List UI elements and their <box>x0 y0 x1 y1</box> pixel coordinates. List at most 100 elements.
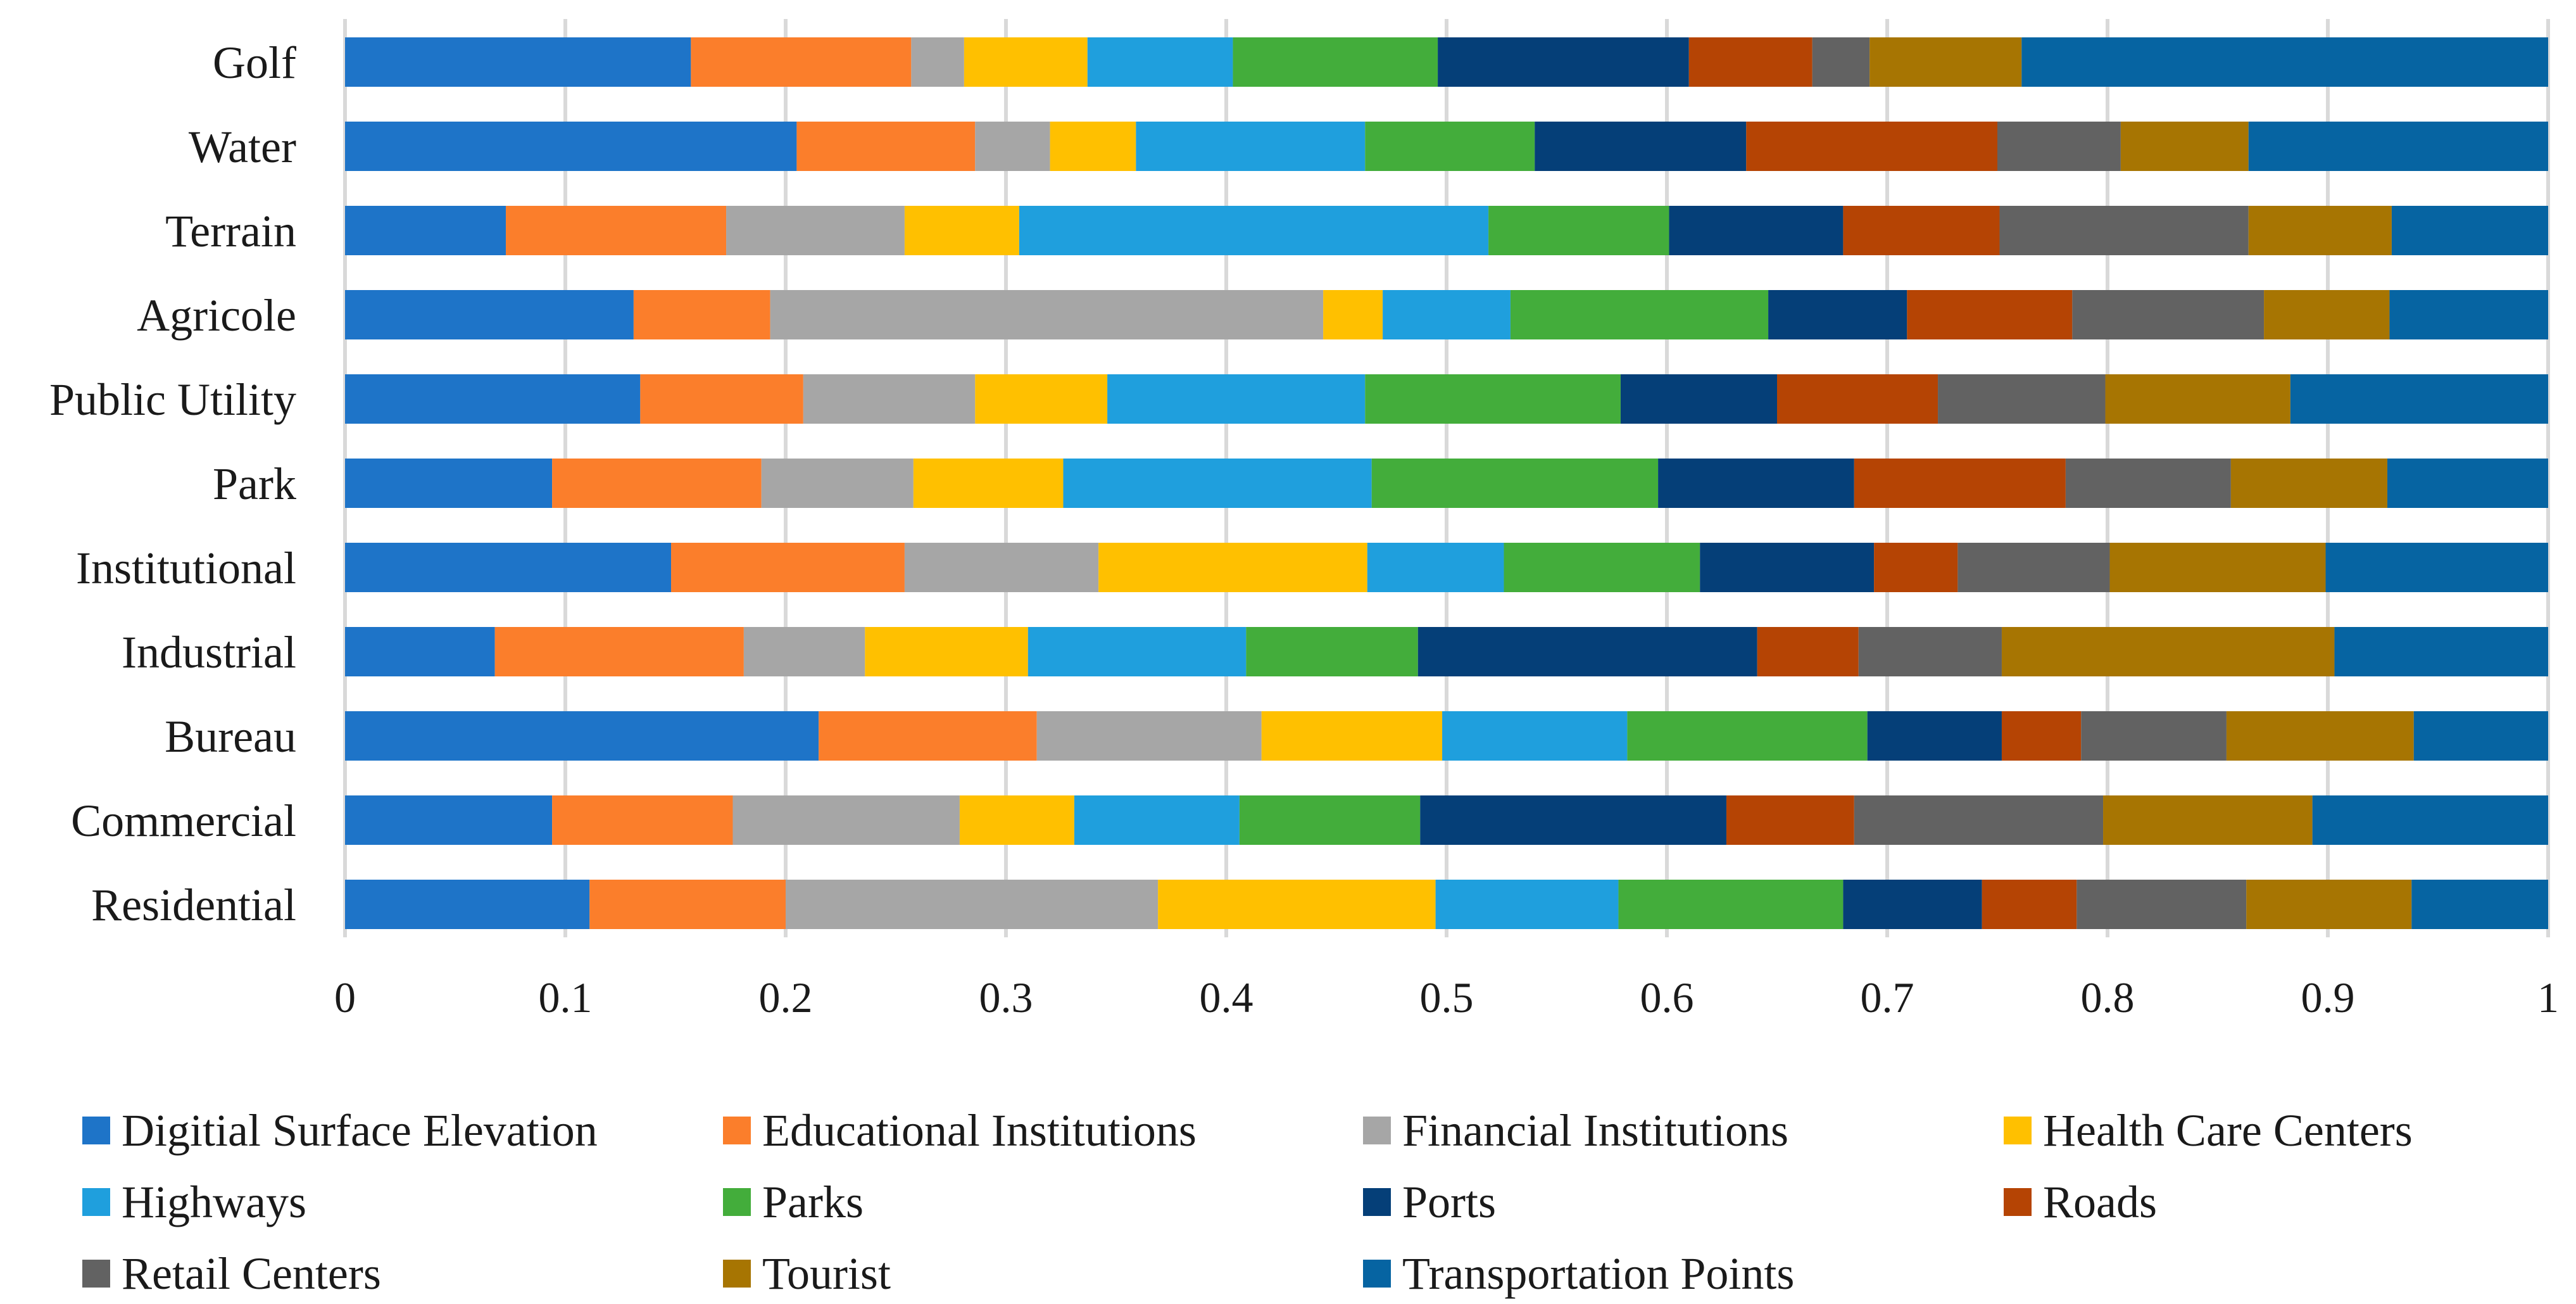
bar-segment <box>732 795 960 845</box>
legend-swatch <box>2004 1117 2032 1144</box>
legend-swatch <box>82 1188 110 1216</box>
bar-segment <box>1261 711 1443 761</box>
legend-swatch <box>723 1188 751 1216</box>
bar-segment <box>1867 711 2002 761</box>
bar-segment <box>786 880 1159 929</box>
bar-segment <box>1383 290 1511 339</box>
bar-segment <box>2081 711 2227 761</box>
bar-segment <box>2246 880 2412 929</box>
x-tick-label: 0.4 <box>1200 973 1253 1022</box>
bar-segment <box>964 37 1088 87</box>
bar-segment <box>770 290 1324 339</box>
bar-segment <box>1957 543 2110 592</box>
legend-label: Financial Institutions <box>1402 1105 1788 1156</box>
category-label: Residential <box>91 880 296 930</box>
bar-segment <box>2065 459 2231 508</box>
legend-swatch <box>82 1117 110 1144</box>
bar-segment <box>671 543 905 592</box>
bar-segment <box>1442 711 1628 761</box>
bar-segment <box>345 459 553 508</box>
bar-segment <box>1027 627 1247 676</box>
bar-segment <box>345 374 641 424</box>
category-label: Golf <box>213 37 296 88</box>
bar-segment <box>1233 37 1438 87</box>
bar-segment <box>761 459 914 508</box>
bar-segment <box>633 290 770 339</box>
legend-label: Transportation Points <box>1402 1248 1794 1299</box>
legend-swatch <box>1363 1117 1391 1144</box>
bar-segment <box>589 880 786 929</box>
bar-segment <box>2391 206 2548 255</box>
bar-segment <box>2226 711 2414 761</box>
bar-segment <box>1435 880 1619 929</box>
bar-segment <box>819 711 1037 761</box>
category-label: Public Utility <box>49 374 296 425</box>
legend-label: Health Care Centers <box>2043 1105 2413 1156</box>
bar-segment <box>2290 374 2548 424</box>
bar-segment <box>1938 374 2106 424</box>
bar-segment <box>1854 459 2066 508</box>
bar-segment <box>1063 459 1372 508</box>
bar-segment <box>1907 290 2073 339</box>
bar-segment <box>975 122 1050 171</box>
x-tick-label: 0.7 <box>1861 973 1914 1022</box>
bar-segment <box>1858 627 2002 676</box>
bar-segment <box>796 122 976 171</box>
bar-segment <box>1669 206 1844 255</box>
legend-swatch <box>82 1260 110 1288</box>
bar-segment <box>1107 374 1366 424</box>
bar-segment <box>2248 206 2392 255</box>
bar-segment <box>904 543 1099 592</box>
bar-segment <box>2413 711 2548 761</box>
bar-segment <box>345 122 797 171</box>
bar-segment <box>691 37 912 87</box>
bar-segment <box>640 374 803 424</box>
bar-segment <box>1420 795 1726 845</box>
bar-segment <box>1510 290 1769 339</box>
bar-segment <box>1438 37 1689 87</box>
bar-segment <box>803 374 976 424</box>
category-label: Terrain <box>165 206 296 256</box>
bar-segment <box>1371 459 1659 508</box>
legend-label: Ports <box>1402 1177 1496 1227</box>
bar-segment <box>911 37 964 87</box>
bar-segment <box>2072 290 2265 339</box>
bar-segment <box>913 459 1064 508</box>
bar-segment <box>2325 543 2548 592</box>
bar-segment <box>345 543 672 592</box>
bar-segment <box>1700 543 1875 592</box>
legend-label: Parks <box>762 1177 864 1227</box>
bar-segment <box>552 459 762 508</box>
bar-segment <box>1367 543 1504 592</box>
bar-segment <box>959 795 1074 845</box>
bar-segment <box>1982 880 2077 929</box>
category-label: Park <box>213 459 296 509</box>
legend-label: Roads <box>2043 1177 2157 1227</box>
legend: Digitial Surface Elevation Educational In… <box>82 1105 2413 1299</box>
bar-segment <box>1869 37 2022 87</box>
bar-segment <box>1777 374 1938 424</box>
bar-segment <box>2334 627 2548 676</box>
bar-segment <box>1504 543 1700 592</box>
bar-segment <box>1854 795 2104 845</box>
category-label: Industrial <box>122 627 296 678</box>
category-label: Institutional <box>76 543 296 593</box>
bar-segment <box>1158 880 1436 929</box>
bar-segment <box>1074 795 1240 845</box>
x-tick-label: 0 <box>334 973 356 1022</box>
bar-segment <box>743 627 865 676</box>
bar-segment <box>494 627 744 676</box>
bar-segment <box>2230 459 2387 508</box>
bar-segment <box>726 206 905 255</box>
bar-segment <box>1874 543 1958 592</box>
bar-segment <box>345 880 590 929</box>
x-tick-label: 0.9 <box>2301 973 2355 1022</box>
bar-segment <box>1087 37 1233 87</box>
bar-segment <box>2264 290 2390 339</box>
bar-segment <box>1658 459 1854 508</box>
legend-swatch <box>723 1260 751 1288</box>
bar-segment <box>1768 290 1907 339</box>
x-tick-label: 0.5 <box>1420 973 1474 1022</box>
bar-segment <box>1757 627 1859 676</box>
